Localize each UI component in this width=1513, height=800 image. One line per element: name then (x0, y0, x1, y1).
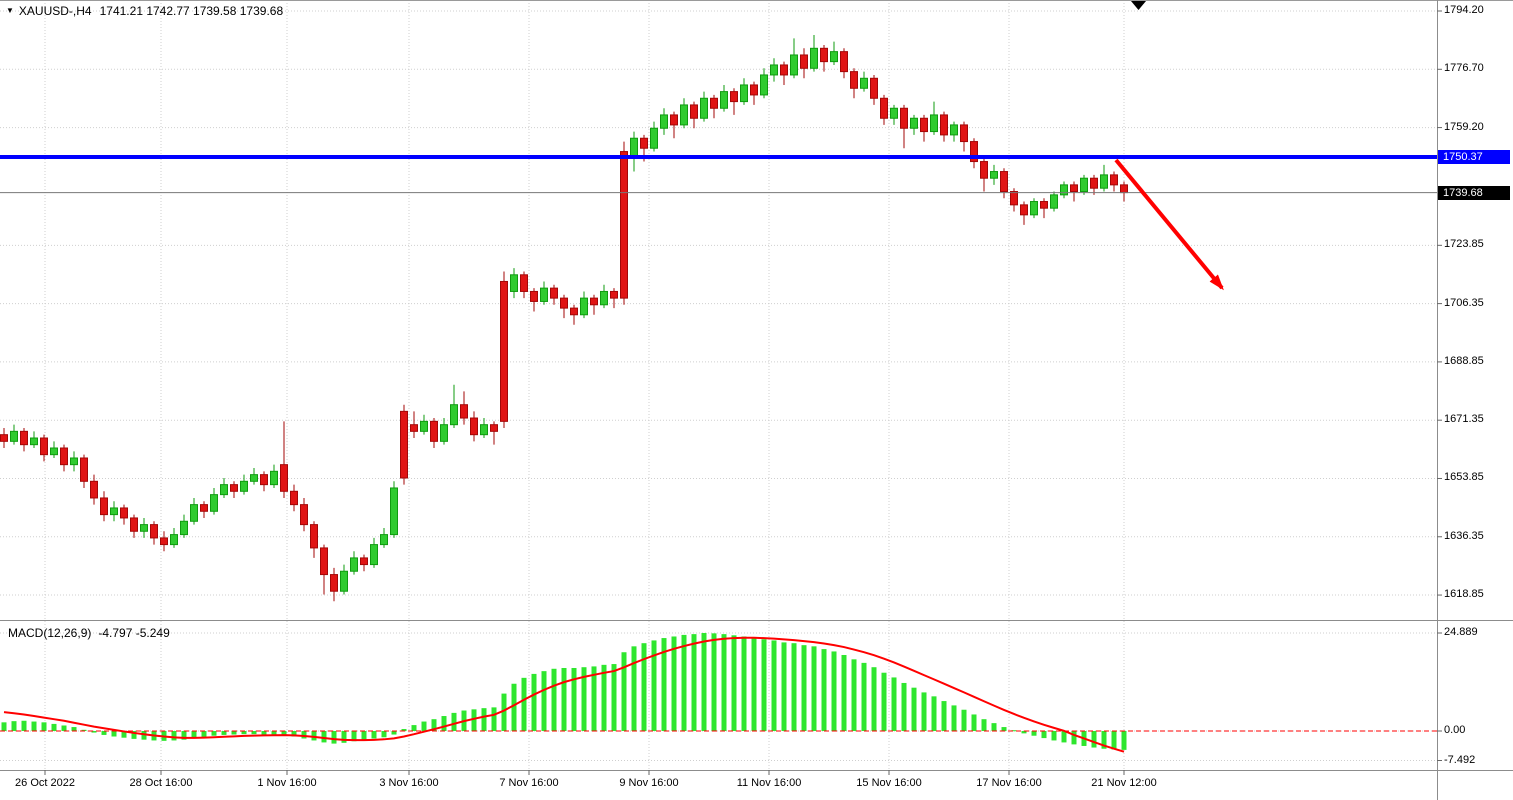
price-axis-label: 1688.85 (1444, 354, 1484, 367)
macd-indicator-label: MACD(12,26,9) -4.797 -5.249 (8, 626, 170, 640)
macd-name: MACD(12,26,9) (8, 626, 92, 640)
trend-arrow[interactable] (1114, 158, 1224, 291)
candles (0, 34, 1128, 602)
price-axis-label: 1776.70 (1444, 62, 1484, 75)
price-axis-label: 1794.20 (1444, 4, 1484, 16)
price-axis-label: 1759.20 (1444, 120, 1484, 133)
ohlc-values: 1741.21 1742.77 1739.58 1739.68 (99, 4, 284, 18)
hline-price-tag: 1750.37 (1438, 150, 1510, 164)
time-axis-label: 1 Nov 16:00 (257, 777, 317, 789)
macd-axis-label: 0.00 (1444, 724, 1466, 736)
time-axis-label: 11 Nov 16:00 (736, 777, 802, 789)
gridlines (0, 0, 1437, 770)
time-axis-label: 21 Nov 12:00 (1091, 777, 1157, 789)
price-axis-label: 1618.85 (1444, 588, 1484, 601)
chart-header: ▼ XAUUSD-,H4 1741.21 1742.77 1739.58 1739.… (6, 4, 283, 18)
chart-shift-marker (1131, 1, 1146, 10)
price-axis-label: 1653.85 (1444, 471, 1484, 484)
price-axis-label: 1636.35 (1444, 529, 1484, 542)
price-axis-label: 1671.35 (1444, 413, 1484, 426)
time-axis-label: 17 Nov 16:00 (976, 777, 1042, 789)
macd-axis-label: -7.492 (1444, 753, 1476, 766)
current-price-tag: 1739.68 (1438, 186, 1510, 200)
time-axis-label: 28 Oct 16:00 (129, 777, 193, 789)
price-axis-label: 1706.35 (1444, 296, 1484, 309)
time-axis[interactable]: 26 Oct 2022 28 Oct 16:00 1 Nov 16:00 3 Nov … (0, 770, 1437, 800)
price-axis-label: 1723.85 (1444, 238, 1484, 251)
time-axis-label: 26 Oct 2022 (15, 777, 75, 789)
macd-signal-line (3, 636, 1125, 753)
time-axis-label: 15 Nov 16:00 (856, 777, 922, 789)
time-axis-label: 7 Nov 16:00 (499, 777, 559, 789)
time-axis-label: 3 Nov 16:00 (379, 777, 439, 789)
symbol-period-label: XAUUSD-,H4 (18, 4, 92, 18)
symbol-dropdown-icon[interactable]: ▼ (6, 6, 14, 15)
macd-values: -4.797 -5.249 (98, 626, 170, 640)
macd-histogram (1, 632, 1127, 750)
time-axis-label: 9 Nov 16:00 (619, 777, 679, 789)
price-axis[interactable]: 1750.37 1739.68 1794.20 1776.70 1759.20 172… (1437, 0, 1513, 800)
macd-axis-label: 24.889 (1444, 625, 1478, 638)
